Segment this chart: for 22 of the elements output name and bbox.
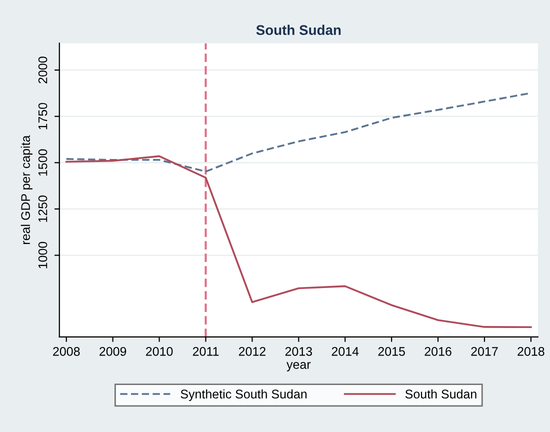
y-tick-label: 1750 (38, 102, 48, 130)
x-tick-label: 2014 (332, 347, 359, 356)
y-tick-label: 2000 (38, 56, 48, 84)
x-tick-label: 2017 (471, 347, 498, 356)
x-tick-label: 2012 (238, 347, 266, 356)
legend-label: South Sudan (405, 389, 476, 399)
x-tick-label: 2018 (518, 347, 544, 356)
line-series (65, 155, 532, 328)
legend-label: Synthetic South Sudan (180, 389, 307, 401)
x-tick-label: 2013 (285, 347, 312, 356)
x-tick-label: 2016 (424, 347, 452, 356)
chart-title: South Sudan (256, 24, 341, 36)
x-tick-label: 2010 (146, 347, 173, 356)
y-tick-label: 1500 (38, 149, 48, 176)
x-tick-label: 2015 (378, 347, 405, 356)
y-tick-label: 1250 (38, 196, 48, 222)
y-axis-title: real GDP per capita (20, 135, 32, 244)
x-tick-label: 2008 (53, 347, 80, 356)
y-tick-label: 1000 (38, 242, 48, 268)
x-tick-label: 2011 (192, 347, 219, 356)
x-axis-title: year (286, 362, 311, 372)
x-tick-label: 2009 (100, 347, 126, 356)
